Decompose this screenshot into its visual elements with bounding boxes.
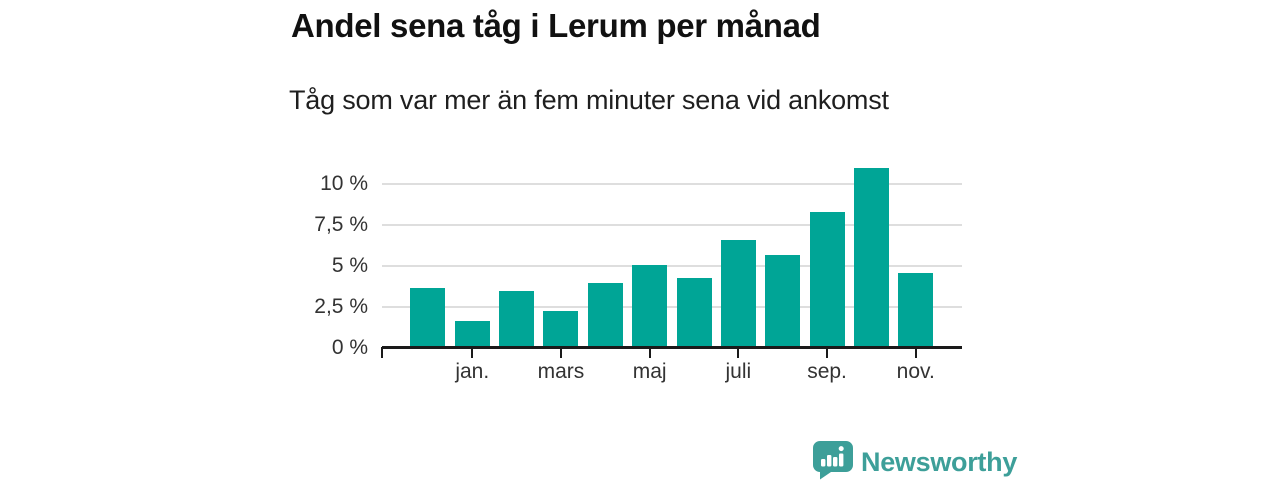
bar [809,212,845,347]
chart-subtitle: Tåg som var mer än fem minuter sena vid … [289,85,889,115]
x-axis-tick [914,347,917,358]
x-axis-tick [559,347,562,358]
bar [765,254,801,347]
y-axis-tick-label: 7,5 % [314,212,368,236]
bar [898,273,934,347]
newsworthy-logo: Newsworthy [813,441,1017,480]
y-axis-tick-label: 10 % [320,171,368,195]
newsworthy-speech-bubble-bar-chart-icon [813,441,853,480]
bar [853,167,889,347]
bar [454,320,490,347]
x-axis-tick [737,347,740,358]
bar [632,264,668,347]
bar [410,287,446,347]
gridline [382,223,962,226]
y-axis-tick-label: 5 % [331,253,368,277]
bar [720,240,756,347]
bar [499,291,535,347]
chart-title: Andel sena tåg i Lerum per månad [291,7,821,44]
x-axis-tick-label: mars [537,360,585,383]
x-axis-tick-label: nov. [896,360,935,383]
x-axis-tick [826,347,829,358]
x-axis-tick [381,347,383,358]
x-axis-tick-label: juli [725,360,752,383]
y-axis-tick-label: 2,5 % [314,294,368,318]
newsworthy-wordmark: Newsworthy [861,447,1018,477]
x-axis-line [382,346,962,349]
bar [676,277,712,347]
x-axis-tick [471,347,474,358]
gridline [382,305,962,308]
bar [543,310,579,347]
x-axis-tick [648,347,651,358]
x-axis-tick-label: maj [632,360,667,383]
gridline [382,264,962,267]
y-axis-tick-label: 0 % [331,336,368,359]
x-axis-tick-label: sep. [807,360,847,383]
bar [587,282,623,347]
gridline [382,182,962,185]
x-axis-tick-label: jan. [455,360,490,383]
